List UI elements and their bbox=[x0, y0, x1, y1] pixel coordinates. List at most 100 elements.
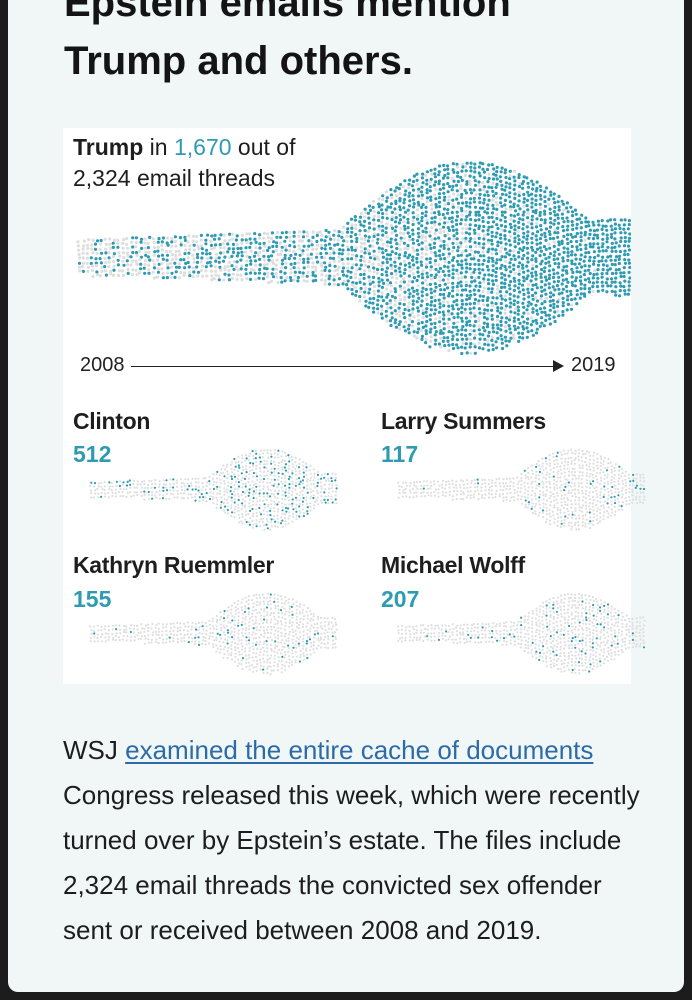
mention-dot bbox=[165, 253, 170, 257]
mention-dot bbox=[459, 271, 463, 275]
mention-dot bbox=[610, 496, 613, 499]
thread-dot bbox=[294, 659, 297, 662]
mention-dot bbox=[455, 338, 459, 342]
mention-dot bbox=[389, 323, 393, 328]
thread-dot bbox=[354, 223, 358, 227]
thread-dot bbox=[182, 482, 185, 485]
thread-dot bbox=[573, 458, 576, 462]
mention-dot bbox=[483, 210, 487, 214]
mention-dot bbox=[587, 277, 591, 281]
mention-dot bbox=[495, 223, 499, 227]
thread-dot bbox=[313, 636, 316, 639]
person-name-larry-summers: Larry Summers bbox=[381, 408, 546, 434]
mention-dot bbox=[452, 321, 456, 325]
thread-dot bbox=[254, 608, 257, 611]
thread-dot bbox=[328, 491, 331, 494]
thread-dot bbox=[244, 513, 248, 516]
mention-dot bbox=[382, 281, 386, 285]
mention-dot bbox=[384, 226, 388, 230]
mention-dot bbox=[487, 225, 491, 229]
mention-dot bbox=[542, 269, 546, 274]
mention-dot bbox=[496, 244, 500, 248]
mention-dot bbox=[482, 237, 486, 241]
mention-dot bbox=[552, 306, 556, 310]
thread-dot bbox=[346, 262, 350, 266]
mention-dot bbox=[406, 221, 410, 225]
mention-dot bbox=[513, 228, 517, 232]
thread-dot bbox=[320, 501, 323, 504]
thread-dot bbox=[477, 316, 481, 320]
mention-dot bbox=[499, 223, 504, 228]
thread-dot bbox=[473, 490, 477, 493]
mention-dot bbox=[543, 204, 547, 208]
thread-dot bbox=[263, 449, 266, 452]
thread-dot bbox=[441, 479, 445, 483]
thread-dot bbox=[327, 495, 330, 498]
thread-dot bbox=[508, 477, 511, 480]
mention-dot bbox=[248, 255, 252, 259]
thread-dot bbox=[313, 486, 316, 489]
mention-dot bbox=[143, 271, 147, 275]
thread-dot bbox=[265, 467, 268, 470]
thread-dot bbox=[424, 252, 428, 256]
mention-dot bbox=[218, 265, 222, 269]
thread-dot bbox=[202, 639, 205, 642]
thread-dot bbox=[632, 477, 635, 480]
mention-dot bbox=[526, 269, 530, 273]
thread-dot bbox=[456, 288, 460, 293]
mention-dot bbox=[168, 636, 171, 639]
thread-dot bbox=[160, 261, 164, 266]
thread-dot bbox=[284, 653, 287, 656]
mention-dot bbox=[429, 246, 433, 250]
thread-dot bbox=[90, 243, 94, 247]
mention-dot bbox=[557, 243, 561, 247]
thread-dot bbox=[107, 491, 110, 494]
thread-dot bbox=[136, 480, 139, 483]
thread-dot bbox=[599, 516, 602, 519]
thread-dot bbox=[542, 505, 545, 508]
thread-dot bbox=[556, 472, 559, 475]
mention-dot bbox=[491, 189, 495, 193]
thread-dot bbox=[533, 510, 537, 513]
mention-dot bbox=[122, 481, 125, 484]
thread-dot bbox=[251, 468, 254, 472]
thread-dot bbox=[273, 661, 276, 664]
thread-dot bbox=[263, 470, 266, 473]
thread-dot bbox=[252, 659, 255, 662]
mention-dot bbox=[587, 236, 591, 240]
thread-dot bbox=[333, 229, 337, 233]
mention-dot bbox=[455, 231, 459, 235]
thread-dot bbox=[143, 246, 147, 250]
thread-dot bbox=[284, 639, 287, 642]
thread-dot bbox=[397, 310, 402, 314]
mention-dot bbox=[482, 277, 486, 281]
thread-dot bbox=[596, 461, 599, 464]
mention-dot bbox=[595, 228, 600, 232]
thread-dot bbox=[208, 619, 211, 622]
mention-dot bbox=[579, 239, 583, 243]
thread-dot bbox=[291, 490, 294, 493]
thread-dot bbox=[208, 635, 211, 638]
thread-dot bbox=[567, 457, 570, 460]
thread-dot bbox=[125, 625, 128, 628]
thread-dot bbox=[269, 673, 272, 676]
mention-dot bbox=[583, 287, 587, 291]
mention-dot bbox=[513, 192, 517, 196]
mention-dot bbox=[245, 520, 248, 524]
mention-dot bbox=[478, 192, 482, 196]
mention-dot bbox=[234, 465, 237, 468]
thread-dot bbox=[295, 517, 298, 520]
thread-dot bbox=[222, 246, 226, 250]
thread-dot bbox=[212, 277, 216, 281]
mention-dot bbox=[331, 256, 336, 261]
mention-dot bbox=[517, 331, 521, 335]
thread-dot bbox=[236, 643, 239, 646]
thread-dot bbox=[89, 489, 93, 492]
mention-dot bbox=[277, 449, 280, 452]
thread-dot bbox=[144, 624, 147, 627]
mention-dot bbox=[478, 332, 482, 336]
mention-dot bbox=[424, 230, 428, 234]
mention-dot bbox=[390, 311, 394, 315]
thread-dot bbox=[306, 636, 309, 639]
mention-dot bbox=[433, 251, 437, 255]
